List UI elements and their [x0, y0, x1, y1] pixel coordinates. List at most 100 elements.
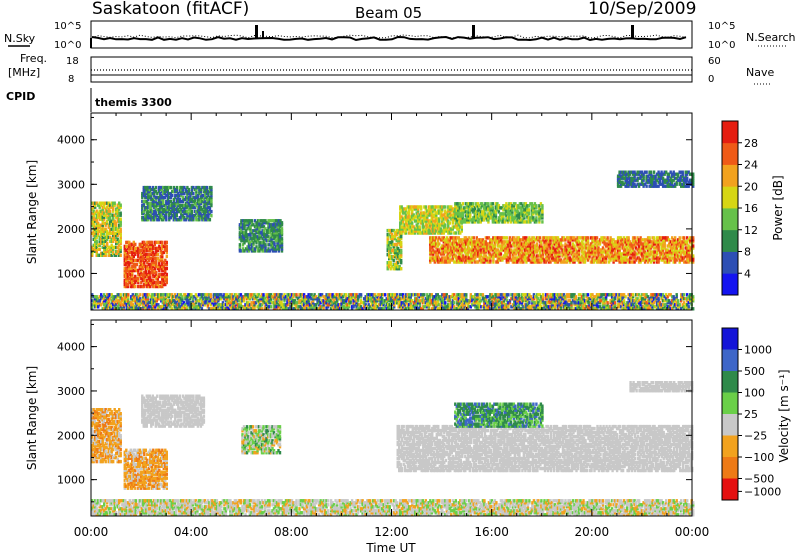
data-cell	[573, 236, 576, 240]
data-cell	[172, 203, 175, 208]
data-cell	[627, 258, 630, 262]
data-cell	[165, 201, 168, 206]
data-cell	[276, 237, 279, 241]
data-cell	[549, 248, 552, 252]
data-cell	[150, 207, 153, 212]
data-cell	[439, 260, 442, 264]
data-cell	[198, 216, 201, 220]
data-cell	[471, 250, 474, 254]
data-cell	[481, 258, 485, 262]
data-cell	[445, 256, 448, 260]
data-cell	[399, 205, 402, 209]
data-cell	[457, 229, 460, 233]
data-cell	[453, 225, 456, 229]
data-cell	[625, 242, 629, 246]
data-cell	[148, 201, 151, 206]
data-cell	[166, 191, 169, 196]
data-cell	[471, 260, 474, 264]
data-cell	[577, 258, 581, 262]
data-cell	[399, 229, 402, 233]
data-cell	[645, 254, 648, 258]
data-cell	[510, 258, 513, 262]
data-cell	[92, 237, 95, 241]
data-cell	[386, 236, 389, 241]
data-cell	[495, 250, 498, 254]
data-cell	[610, 246, 614, 250]
data-cell	[195, 185, 198, 190]
data-cell	[610, 244, 614, 248]
data-cell	[402, 209, 405, 213]
data-cell	[144, 242, 147, 247]
data-cell	[148, 193, 151, 198]
data-cell	[158, 262, 161, 267]
data-cell	[411, 211, 414, 215]
data-cell	[199, 189, 203, 194]
data-cell	[395, 253, 398, 257]
data-cell	[238, 247, 242, 251]
data-cell	[181, 195, 185, 200]
data-cell	[457, 236, 460, 240]
data-cell	[453, 238, 456, 242]
data-cell	[502, 242, 506, 246]
data-cell	[486, 248, 489, 252]
data-cell	[520, 254, 524, 258]
data-cell	[405, 231, 408, 235]
data-cell	[250, 229, 254, 233]
data-cell	[492, 246, 495, 250]
data-cell	[204, 193, 207, 198]
data-cell	[462, 248, 465, 252]
data-cell	[116, 207, 119, 211]
data-cell	[119, 235, 122, 239]
data-cell	[513, 252, 516, 256]
data-cell	[568, 236, 572, 240]
data-cell	[634, 246, 638, 250]
data-cell	[544, 260, 548, 264]
data-cell	[388, 263, 391, 267]
data-cell	[146, 284, 149, 289]
data-cell	[436, 258, 439, 262]
data-cell	[586, 246, 590, 250]
data-cell	[153, 280, 156, 285]
data-cell	[577, 248, 581, 252]
data-cell	[639, 250, 642, 254]
data-cell	[631, 236, 635, 240]
data-cell	[501, 242, 504, 246]
data-cell	[439, 207, 442, 211]
data-cell	[444, 223, 447, 227]
data-cell	[147, 258, 150, 263]
data-cell	[631, 240, 635, 244]
data-cell	[189, 199, 192, 204]
data-cell	[148, 189, 151, 194]
data-cell	[144, 195, 147, 200]
data-cell	[192, 214, 195, 218]
data-cell	[169, 193, 172, 198]
data-cell	[100, 217, 103, 221]
data-cell	[147, 205, 150, 210]
data-cell	[144, 266, 147, 271]
data-cell	[207, 197, 210, 202]
data-cell	[159, 258, 162, 263]
data-cell	[205, 197, 209, 202]
data-cell	[147, 274, 150, 279]
data-cell	[97, 247, 100, 251]
data-cell	[190, 216, 194, 220]
data-cell	[595, 260, 599, 264]
data-cell	[567, 236, 570, 240]
data-cell	[589, 246, 593, 250]
data-cell	[103, 251, 106, 255]
data-cell	[101, 221, 104, 225]
data-cell	[604, 252, 608, 256]
data-cell	[255, 237, 258, 241]
data-cell	[208, 199, 212, 204]
data-cell	[595, 248, 599, 252]
data-cell	[607, 244, 611, 248]
data-cell	[417, 231, 420, 235]
data-cell	[141, 191, 144, 196]
data-cell	[591, 244, 594, 248]
data-cell	[609, 240, 612, 244]
data-cell	[131, 250, 134, 255]
data-cell	[423, 213, 426, 217]
data-cell	[110, 253, 113, 257]
data-cell	[126, 254, 129, 259]
data-cell	[403, 231, 406, 235]
